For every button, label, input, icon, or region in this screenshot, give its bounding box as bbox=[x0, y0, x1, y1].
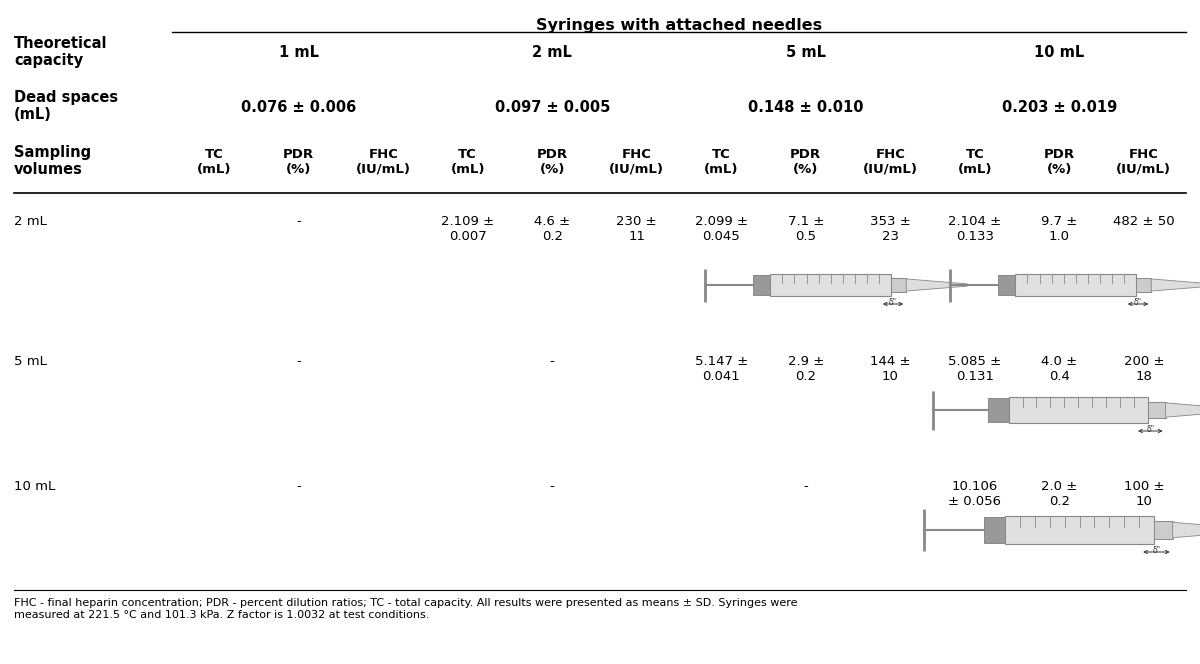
Text: -: - bbox=[296, 480, 301, 493]
Text: 4.6 ±
0.2: 4.6 ± 0.2 bbox=[534, 215, 570, 243]
Text: 2.0 ±
0.2: 2.0 ± 0.2 bbox=[1042, 480, 1078, 508]
Text: TC
(mL): TC (mL) bbox=[450, 148, 485, 176]
Text: 144 ±
10: 144 ± 10 bbox=[870, 355, 911, 383]
Text: 2.9 ±
0.2: 2.9 ± 0.2 bbox=[787, 355, 824, 383]
Bar bbox=[989, 398, 1009, 422]
Text: PDR
(%): PDR (%) bbox=[790, 148, 821, 176]
Text: FHC
(IU/mL): FHC (IU/mL) bbox=[863, 148, 918, 176]
Text: δ": δ" bbox=[1134, 298, 1142, 307]
Text: Theoretical
capacity: Theoretical capacity bbox=[14, 36, 108, 68]
Polygon shape bbox=[1151, 279, 1200, 291]
Text: Sampling
volumes: Sampling volumes bbox=[14, 145, 91, 177]
Text: TC
(mL): TC (mL) bbox=[958, 148, 992, 176]
Text: 0.076 ± 0.006: 0.076 ± 0.006 bbox=[241, 100, 356, 115]
Text: -: - bbox=[550, 355, 554, 368]
Text: Dead spaces
(mL): Dead spaces (mL) bbox=[14, 90, 118, 122]
Bar bbox=[890, 278, 906, 292]
Bar bbox=[984, 517, 1006, 543]
Text: 10 mL: 10 mL bbox=[14, 480, 55, 493]
Text: 353 ±
23: 353 ± 23 bbox=[870, 215, 911, 243]
Text: δ": δ" bbox=[1146, 425, 1154, 434]
Text: 2 mL: 2 mL bbox=[533, 45, 572, 60]
Text: -: - bbox=[550, 480, 554, 493]
Text: -: - bbox=[803, 480, 808, 493]
Text: PDR
(%): PDR (%) bbox=[283, 148, 314, 176]
Text: TC
(mL): TC (mL) bbox=[197, 148, 232, 176]
Text: 482 ± 50: 482 ± 50 bbox=[1112, 215, 1175, 228]
Text: 10.106
± 0.056: 10.106 ± 0.056 bbox=[948, 480, 1001, 508]
Bar bbox=[1136, 278, 1151, 292]
Text: -: - bbox=[296, 215, 301, 228]
Polygon shape bbox=[1165, 403, 1200, 417]
Bar bbox=[770, 274, 890, 296]
Text: 4.0 ±
0.4: 4.0 ± 0.4 bbox=[1042, 355, 1078, 383]
Text: 5 mL: 5 mL bbox=[786, 45, 826, 60]
Text: 5.085 ±
0.131: 5.085 ± 0.131 bbox=[948, 355, 1001, 383]
Text: 2 mL: 2 mL bbox=[14, 215, 47, 228]
Polygon shape bbox=[1172, 523, 1200, 538]
Text: 200 ±
18: 200 ± 18 bbox=[1123, 355, 1164, 383]
Bar bbox=[998, 274, 1015, 295]
Text: FHC
(IU/mL): FHC (IU/mL) bbox=[610, 148, 665, 176]
Bar bbox=[752, 274, 770, 295]
Text: FHC - final heparin concentration; PDR - percent dilution ratios; TC - total cap: FHC - final heparin concentration; PDR -… bbox=[14, 598, 798, 620]
Text: -: - bbox=[296, 355, 301, 368]
Text: 10 mL: 10 mL bbox=[1034, 45, 1085, 60]
Text: 0.203 ± 0.019: 0.203 ± 0.019 bbox=[1002, 100, 1117, 115]
Text: 5.147 ±
0.041: 5.147 ± 0.041 bbox=[695, 355, 748, 383]
Text: δ": δ" bbox=[889, 298, 898, 307]
Text: FHC
(IU/mL): FHC (IU/mL) bbox=[355, 148, 410, 176]
Text: PDR
(%): PDR (%) bbox=[1044, 148, 1075, 176]
Text: TC
(mL): TC (mL) bbox=[704, 148, 738, 176]
Text: 230 ±
11: 230 ± 11 bbox=[617, 215, 658, 243]
Text: 100 ±
10: 100 ± 10 bbox=[1123, 480, 1164, 508]
Text: 5 mL: 5 mL bbox=[14, 355, 47, 368]
Bar bbox=[1009, 397, 1147, 423]
Bar bbox=[1153, 521, 1172, 539]
Text: 0.097 ± 0.005: 0.097 ± 0.005 bbox=[494, 100, 610, 115]
Text: 0.148 ± 0.010: 0.148 ± 0.010 bbox=[748, 100, 864, 115]
Text: PDR
(%): PDR (%) bbox=[536, 148, 568, 176]
Text: 2.099 ±
0.045: 2.099 ± 0.045 bbox=[695, 215, 748, 243]
Text: δ": δ" bbox=[1152, 546, 1160, 555]
Bar bbox=[1147, 402, 1165, 418]
Text: Syringes with attached needles: Syringes with attached needles bbox=[536, 18, 822, 33]
Text: FHC
(IU/mL): FHC (IU/mL) bbox=[1116, 148, 1171, 176]
Text: 1 mL: 1 mL bbox=[278, 45, 319, 60]
Text: 2.104 ±
0.133: 2.104 ± 0.133 bbox=[948, 215, 1001, 243]
Text: 2.109 ±
0.007: 2.109 ± 0.007 bbox=[442, 215, 494, 243]
Bar bbox=[1015, 274, 1136, 296]
Polygon shape bbox=[906, 279, 967, 291]
Text: 7.1 ±
0.5: 7.1 ± 0.5 bbox=[787, 215, 824, 243]
Text: 9.7 ±
1.0: 9.7 ± 1.0 bbox=[1042, 215, 1078, 243]
Bar bbox=[1006, 516, 1153, 544]
